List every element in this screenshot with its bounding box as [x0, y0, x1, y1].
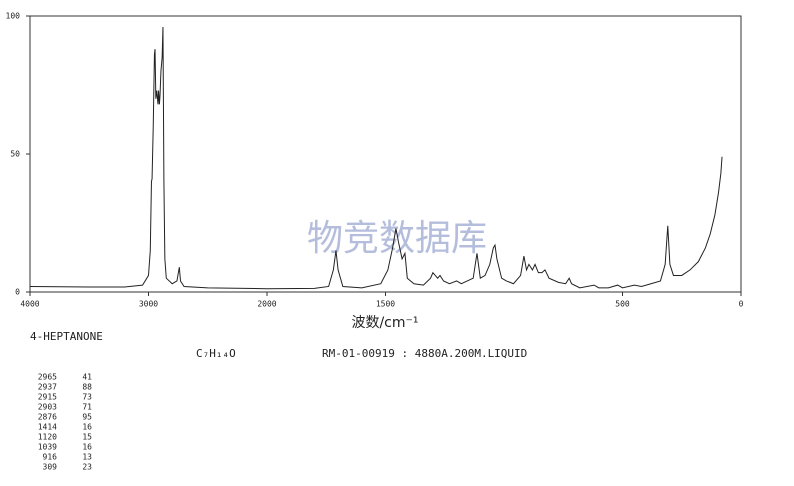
subtitle: RM-01-00919 : 4880A.200M.LIQUID [322, 347, 527, 360]
peak-intensity: 41 [82, 373, 92, 382]
peak-intensity: 95 [82, 413, 92, 422]
peak-wavenumber: 2965 [38, 373, 57, 382]
peak-intensity: 73 [82, 393, 92, 402]
x-axis-label: 波数/cm⁻¹ [351, 315, 418, 331]
spectrum-line [29, 27, 723, 290]
peak-wavenumber: 2915 [38, 393, 57, 402]
peak-intensity: 13 [82, 453, 92, 462]
peak-intensity: 71 [82, 403, 92, 412]
peak-wavenumber: 1039 [38, 443, 57, 452]
peak-wavenumber: 2937 [38, 383, 57, 392]
peak-wavenumber: 1120 [38, 433, 57, 442]
peak-wavenumber: 309 [43, 463, 58, 472]
peak-intensity: 16 [82, 443, 92, 452]
formula: C₇H₁₄O [196, 347, 236, 360]
x-tick-label: 2000 [257, 300, 276, 309]
peak-wavenumber: 2903 [38, 403, 57, 412]
peak-wavenumber: 916 [43, 453, 58, 462]
watermark: 物竞数据库 [307, 218, 487, 259]
peak-wavenumber: 1414 [38, 423, 57, 432]
x-tick-label: 4000 [20, 300, 39, 309]
y-tick-label: 100 [6, 12, 21, 21]
x-tick-label: 500 [615, 300, 630, 309]
x-tick-label: 0 [739, 300, 744, 309]
peak-wavenumber: 2876 [38, 413, 57, 422]
peak-intensity: 15 [82, 433, 92, 442]
y-tick-label: 0 [15, 288, 20, 297]
peak-intensity: 23 [82, 463, 92, 472]
peak-intensity: 16 [82, 423, 92, 432]
x-tick-label: 3000 [139, 300, 158, 309]
y-tick-label: 50 [10, 150, 20, 159]
peak-intensity: 88 [82, 383, 92, 392]
x-tick-label: 1500 [376, 300, 395, 309]
chart-title: 4-HEPTANONE [30, 330, 103, 343]
